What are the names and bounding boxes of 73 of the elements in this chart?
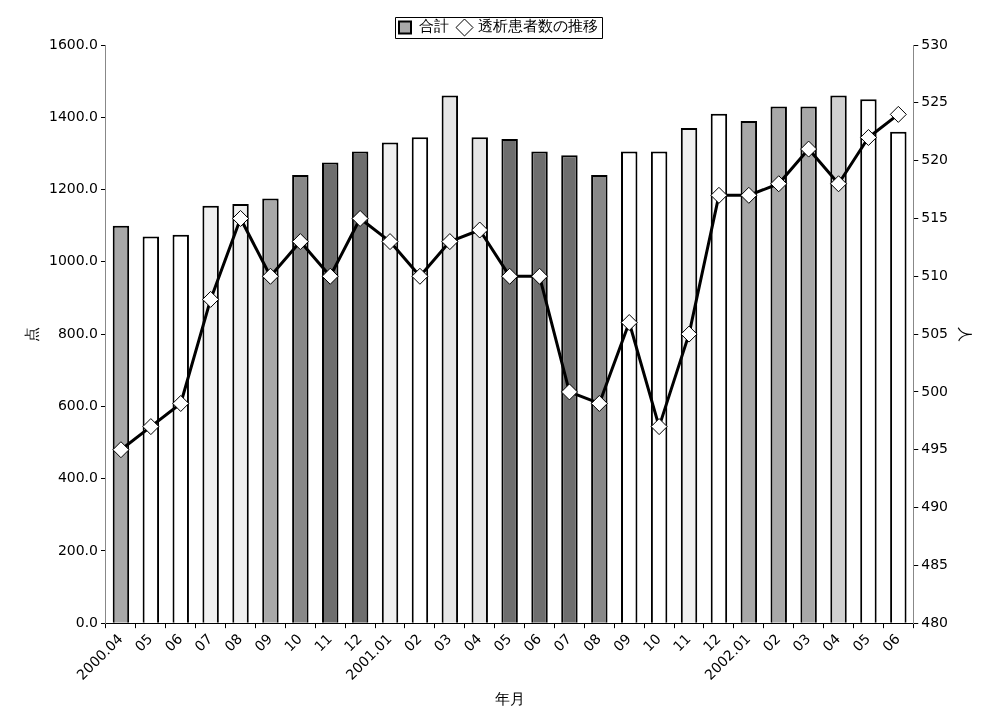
point (202, 290, 220, 308)
point (740, 186, 758, 204)
point (830, 175, 848, 193)
x-tick-label: 09 (610, 630, 634, 655)
point (859, 129, 877, 147)
x-tick-label: 04 (819, 630, 844, 655)
point (501, 267, 519, 285)
y2-tick-label: 490 (921, 498, 949, 515)
x-tick-label: 03 (430, 630, 455, 655)
x-tick-label: 10 (281, 630, 306, 655)
point (710, 186, 728, 204)
x-tick-label: 10 (639, 630, 664, 655)
x-tick-label: 07 (550, 630, 575, 655)
x-tick-label: 04 (460, 630, 485, 655)
x-tick-label: 08 (221, 630, 246, 655)
x-tick-label: 05 (131, 630, 156, 655)
x-tick-label: 06 (520, 630, 545, 655)
x-tick-label: 06 (879, 630, 904, 655)
point (112, 441, 130, 459)
point (232, 209, 250, 227)
y2-tick-label: 505 (921, 324, 949, 341)
y2-tick-label: 510 (921, 266, 949, 283)
x-tick-label: 02 (759, 630, 784, 655)
x-tick-label: 02 (400, 630, 425, 655)
y2-tick-label: 500 (921, 382, 949, 399)
point (411, 267, 429, 285)
point (590, 394, 608, 412)
x-tick-label: 09 (251, 630, 276, 655)
point (680, 325, 698, 343)
point (142, 418, 160, 436)
point (560, 383, 578, 401)
y-tick-label: 400.0 (57, 469, 98, 486)
point (770, 175, 788, 193)
y-tick-label: 1000.0 (48, 252, 98, 269)
y-tick-label: 1200.0 (48, 180, 98, 197)
y2-axis-title: 人 (956, 326, 975, 342)
point (172, 394, 190, 412)
x-axis-title: 年月 (494, 689, 525, 708)
x-tick-label: 06 (161, 630, 186, 655)
y2-tick-label: 515 (921, 209, 949, 226)
x-tick-label: 08 (580, 630, 605, 655)
y-tick-label: 600.0 (57, 397, 98, 414)
y-tick-label: 1400.0 (48, 107, 98, 124)
y-tick-label: 0.0 (75, 613, 98, 630)
point (321, 267, 339, 285)
y-tick-label: 1600.0 (48, 35, 98, 52)
x-tick-label: 05 (849, 630, 874, 655)
x-tick-label: 11 (311, 630, 335, 655)
x-tick-label: 05 (490, 630, 515, 655)
x-tick-label: 11 (669, 630, 694, 655)
point (620, 314, 638, 332)
point (381, 233, 399, 251)
y2-tick-label: 525 (921, 93, 949, 110)
legend-label: 透析患者数の推移 (478, 17, 598, 36)
y2-tick-label: 520 (921, 151, 949, 168)
y-axis-title: 点 (22, 326, 41, 342)
x-tick-label: 07 (191, 630, 216, 655)
point (441, 233, 459, 251)
point (351, 209, 369, 227)
point (471, 221, 489, 239)
y2-tick-label: 485 (921, 556, 949, 573)
legend-label: 合計 (418, 17, 449, 36)
y-tick-label: 800.0 (57, 324, 98, 341)
point (291, 233, 309, 251)
y2-tick-label: 495 (921, 440, 949, 457)
x-tick-label: 03 (789, 630, 814, 655)
point (800, 140, 818, 158)
y2-tick-label: 480 (921, 613, 949, 630)
point (531, 267, 549, 285)
point (261, 267, 279, 285)
y2-tick-label: 530 (921, 35, 949, 52)
point (650, 418, 668, 436)
y-tick-label: 200.0 (57, 541, 98, 558)
